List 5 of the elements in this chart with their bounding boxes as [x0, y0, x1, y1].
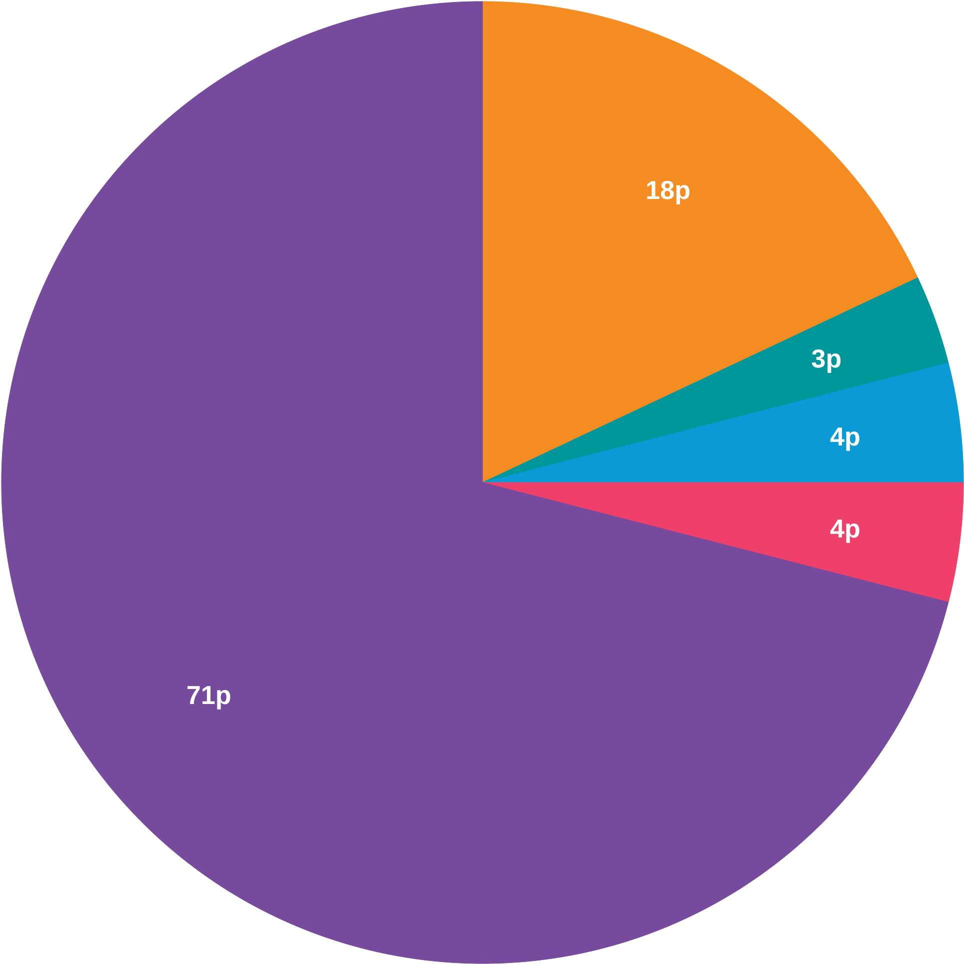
data-label: 3p: [811, 344, 842, 374]
data-label: 18p: [646, 175, 690, 206]
data-label: 71p: [186, 680, 232, 710]
data-label: 4p: [830, 422, 860, 452]
data-label: 4p: [830, 513, 860, 544]
